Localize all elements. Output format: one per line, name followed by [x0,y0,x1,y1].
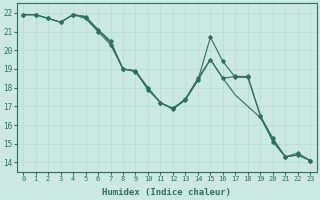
X-axis label: Humidex (Indice chaleur): Humidex (Indice chaleur) [102,188,231,197]
